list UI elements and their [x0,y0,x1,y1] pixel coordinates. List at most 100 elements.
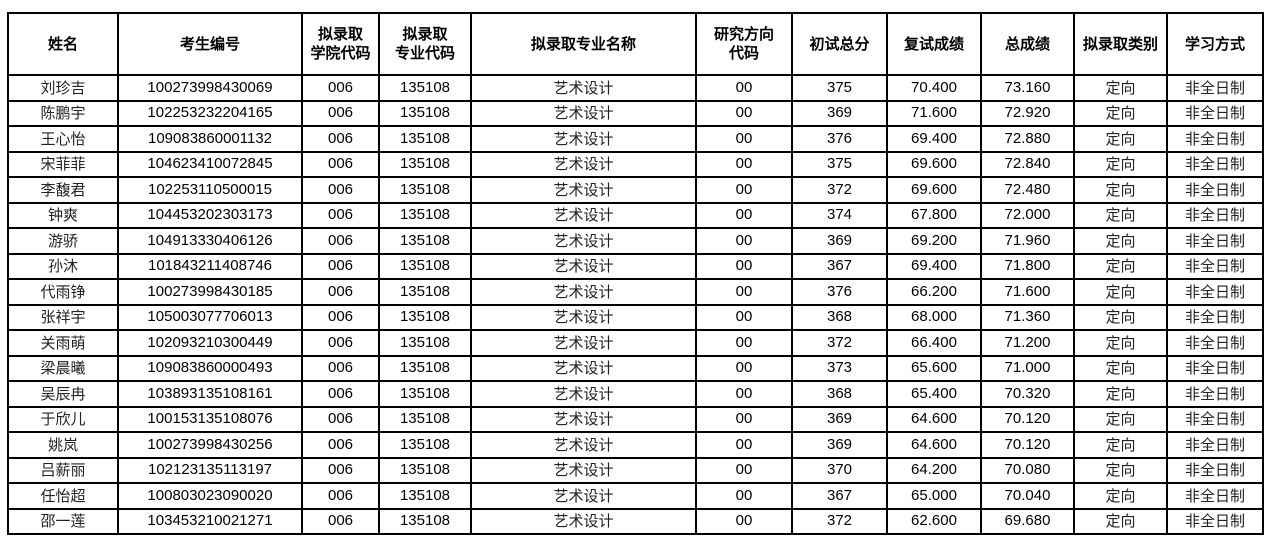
table-row: 宋菲菲 104623410072845 006 135108 艺术设计 00 375 69.6… [7,150,1264,178]
cell-major-name: 艺术设计 [470,227,697,255]
cell-admission-type: 定向 [1073,303,1168,331]
table-row: 于欣儿 100153135108076 006 135108 艺术设计 00 369 64.6… [7,405,1264,433]
header-prelim-score: 初试总分 [791,12,888,76]
cell-name: 王心怡 [7,125,119,153]
header-total-score: 总成绩 [980,12,1075,76]
cell-study-mode: 非全日制 [1166,74,1264,102]
header-retest-score: 复试成绩 [886,12,982,76]
cell-major-name: 艺术设计 [470,278,697,306]
cell-major-code: 135108 [378,380,472,408]
cell-admission-type: 定向 [1073,507,1168,535]
cell-major-code: 135108 [378,482,472,510]
cell-prelim-score: 372 [791,329,888,357]
cell-prelim-score: 373 [791,354,888,382]
cell-exam-id: 102123135113197 [117,456,303,484]
cell-major-code: 135108 [378,201,472,229]
cell-direction-code: 00 [695,125,793,153]
cell-exam-id: 102253110500015 [117,176,303,204]
cell-retest-score: 65.400 [886,380,982,408]
cell-total-score: 71.360 [980,303,1075,331]
cell-major-code: 135108 [378,176,472,204]
cell-prelim-score: 372 [791,176,888,204]
header-major-code: 拟录取 专业代码 [378,12,472,76]
cell-total-score: 71.000 [980,354,1075,382]
cell-retest-score: 64.600 [886,431,982,459]
cell-total-score: 72.880 [980,125,1075,153]
table-row: 梁晨曦 109083860000493 006 135108 艺术设计 00 373 65.6… [7,354,1264,382]
table-row: 李馥君 102253110500015 006 135108 艺术设计 00 372 69.6… [7,176,1264,204]
cell-admission-type: 定向 [1073,201,1168,229]
cell-direction-code: 00 [695,380,793,408]
cell-prelim-score: 375 [791,150,888,178]
cell-major-code: 135108 [378,303,472,331]
cell-major-name: 艺术设计 [470,201,697,229]
table-row: 代雨铮 100273998430185 006 135108 艺术设计 00 376 66.2… [7,278,1264,306]
cell-major-name: 艺术设计 [470,176,697,204]
cell-prelim-score: 368 [791,380,888,408]
cell-direction-code: 00 [695,482,793,510]
cell-college-code: 006 [301,303,380,331]
cell-retest-score: 69.400 [886,252,982,280]
cell-admission-type: 定向 [1073,431,1168,459]
cell-college-code: 006 [301,252,380,280]
cell-prelim-score: 369 [791,431,888,459]
header-study-mode: 学习方式 [1166,12,1264,76]
cell-direction-code: 00 [695,99,793,127]
cell-direction-code: 00 [695,176,793,204]
cell-study-mode: 非全日制 [1166,176,1264,204]
cell-name: 吴辰冉 [7,380,119,408]
cell-admission-type: 定向 [1073,354,1168,382]
cell-major-code: 135108 [378,227,472,255]
cell-study-mode: 非全日制 [1166,482,1264,510]
cell-major-code: 135108 [378,74,472,102]
cell-retest-score: 66.200 [886,278,982,306]
cell-major-name: 艺术设计 [470,354,697,382]
cell-direction-code: 00 [695,507,793,535]
cell-major-name: 艺术设计 [470,329,697,357]
cell-retest-score: 62.600 [886,507,982,535]
cell-retest-score: 64.200 [886,456,982,484]
cell-study-mode: 非全日制 [1166,303,1264,331]
cell-major-code: 135108 [378,456,472,484]
cell-direction-code: 00 [695,150,793,178]
cell-name: 于欣儿 [7,405,119,433]
cell-admission-type: 定向 [1073,329,1168,357]
cell-retest-score: 69.600 [886,150,982,178]
cell-college-code: 006 [301,201,380,229]
cell-retest-score: 64.600 [886,405,982,433]
cell-major-name: 艺术设计 [470,125,697,153]
table-row: 钟爽 104453202303173 006 135108 艺术设计 00 374 67.80… [7,201,1264,229]
cell-college-code: 006 [301,278,380,306]
cell-direction-code: 00 [695,252,793,280]
cell-direction-code: 00 [695,329,793,357]
cell-major-name: 艺术设计 [470,456,697,484]
cell-total-score: 71.800 [980,252,1075,280]
cell-major-name: 艺术设计 [470,405,697,433]
cell-study-mode: 非全日制 [1166,150,1264,178]
cell-exam-id: 100273998430069 [117,74,303,102]
cell-direction-code: 00 [695,354,793,382]
cell-college-code: 006 [301,150,380,178]
table-row: 张祥宇 105003077706013 006 135108 艺术设计 00 368 68.0… [7,303,1264,331]
cell-college-code: 006 [301,99,380,127]
cell-direction-code: 00 [695,74,793,102]
cell-total-score: 70.120 [980,405,1075,433]
cell-retest-score: 69.400 [886,125,982,153]
cell-prelim-score: 369 [791,99,888,127]
cell-major-name: 艺术设计 [470,150,697,178]
cell-name: 刘珍吉 [7,74,119,102]
cell-prelim-score: 369 [791,227,888,255]
cell-exam-id: 104453202303173 [117,201,303,229]
cell-name: 姚岚 [7,431,119,459]
cell-name: 宋菲菲 [7,150,119,178]
cell-total-score: 72.840 [980,150,1075,178]
cell-prelim-score: 370 [791,456,888,484]
cell-total-score: 73.160 [980,74,1075,102]
cell-college-code: 006 [301,176,380,204]
cell-college-code: 006 [301,227,380,255]
cell-total-score: 71.200 [980,329,1075,357]
cell-prelim-score: 369 [791,405,888,433]
cell-college-code: 006 [301,354,380,382]
cell-name: 李馥君 [7,176,119,204]
cell-prelim-score: 367 [791,482,888,510]
